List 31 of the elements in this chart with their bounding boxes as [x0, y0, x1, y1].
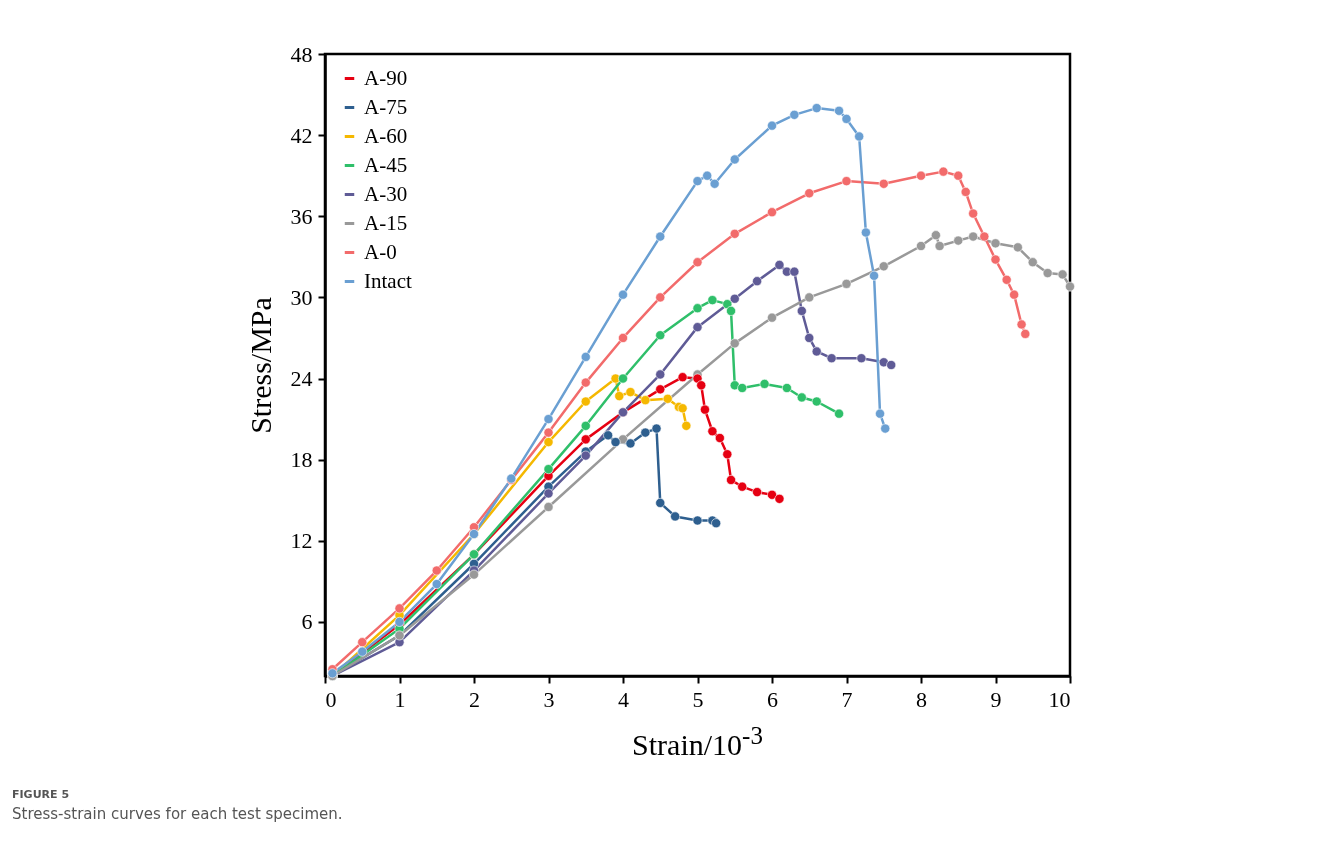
- y-tick-label: 18: [290, 447, 313, 473]
- x-tick-label: 4: [618, 686, 629, 712]
- legend-label: A-0: [364, 239, 397, 264]
- text: Stress-strain curves for each test specimen.: [12, 805, 343, 823]
- y-tick-label: 42: [290, 122, 313, 148]
- x-tick-label: 3: [543, 686, 555, 712]
- legend-label: A-15: [364, 210, 408, 235]
- y-tick-label: 36: [290, 203, 313, 229]
- x-tick-label: 8: [916, 686, 927, 712]
- y-tick-label: 6: [301, 609, 313, 635]
- y-tick-label: 12: [290, 528, 313, 554]
- y-axis-title: Stress/MPa: [243, 297, 277, 434]
- x-tick-label: 0: [325, 686, 337, 712]
- y-tick-label: 30: [290, 284, 313, 310]
- x-tick-label: 6: [767, 686, 778, 712]
- y-tick-label: 48: [290, 41, 313, 67]
- legend-label: Intact: [364, 268, 412, 293]
- y-tick-label: 24: [290, 366, 313, 392]
- legend-label: A-60: [364, 123, 408, 148]
- caption: FIGURE 5: [12, 788, 71, 801]
- legend-label: A-30: [364, 181, 408, 206]
- x-tick-label: 1: [394, 686, 406, 712]
- x-tick-label: 7: [841, 686, 853, 712]
- x-tick-label: 2: [469, 686, 480, 712]
- x-tick-label: 9: [990, 686, 1002, 712]
- legend-label: A-75: [364, 94, 408, 119]
- x-axis-title: Strain/10$^{-3}$: [631, 722, 764, 762]
- x-tick-label: 5: [692, 686, 704, 712]
- x-tick-label: 10: [1048, 686, 1071, 712]
- legend-label: A-45: [364, 152, 408, 177]
- legend-label: A-90: [364, 65, 408, 90]
